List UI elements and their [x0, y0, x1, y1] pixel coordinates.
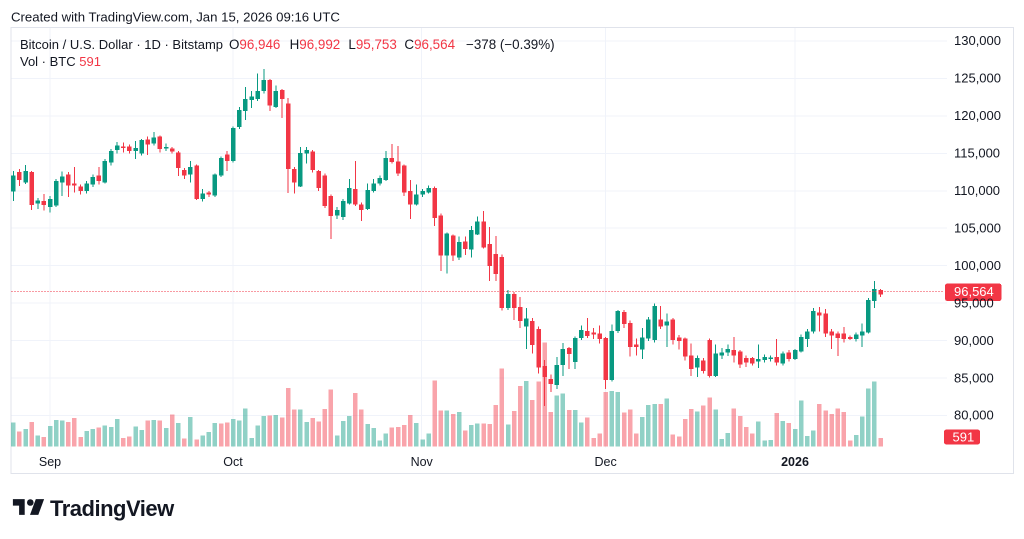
svg-text:Sep: Sep [39, 455, 61, 469]
svg-text:−378 (−0.39%): −378 (−0.39%) [466, 37, 555, 52]
svg-text:Oct: Oct [223, 455, 243, 469]
svg-text:125,000: 125,000 [954, 71, 1001, 86]
svg-text:Nov: Nov [411, 455, 434, 469]
svg-text:Dec: Dec [594, 455, 616, 469]
svg-text:130,000: 130,000 [954, 33, 1001, 48]
svg-text:Bitcoin / U.S. Dollar · 1D · B: Bitcoin / U.S. Dollar · 1D · Bitstamp [20, 37, 223, 52]
svg-text:2026: 2026 [781, 455, 809, 469]
svg-text:115,000: 115,000 [954, 146, 1000, 161]
svg-text:110,000: 110,000 [954, 183, 1000, 198]
svg-text:100,000: 100,000 [954, 258, 1001, 273]
svg-text:O96,946: O96,946 [229, 37, 280, 52]
svg-text:120,000: 120,000 [954, 108, 1001, 123]
svg-text:H96,992: H96,992 [290, 37, 341, 52]
svg-text:Created with TradingView.com,: Created with TradingView.com, Jan 15, 20… [11, 10, 340, 25]
svg-text:L95,753: L95,753 [348, 37, 396, 52]
svg-text:105,000: 105,000 [954, 220, 1001, 235]
svg-text:80,000: 80,000 [954, 408, 994, 423]
svg-text:96,564: 96,564 [954, 284, 994, 299]
svg-text:85,000: 85,000 [954, 370, 994, 385]
svg-text:Vol · BTC 591: Vol · BTC 591 [20, 54, 101, 69]
svg-text:591: 591 [953, 430, 975, 445]
svg-text:TradingView: TradingView [50, 496, 175, 521]
svg-text:C96,564: C96,564 [404, 37, 455, 52]
svg-text:90,000: 90,000 [954, 333, 994, 348]
svg-text:95,000: 95,000 [954, 295, 994, 310]
